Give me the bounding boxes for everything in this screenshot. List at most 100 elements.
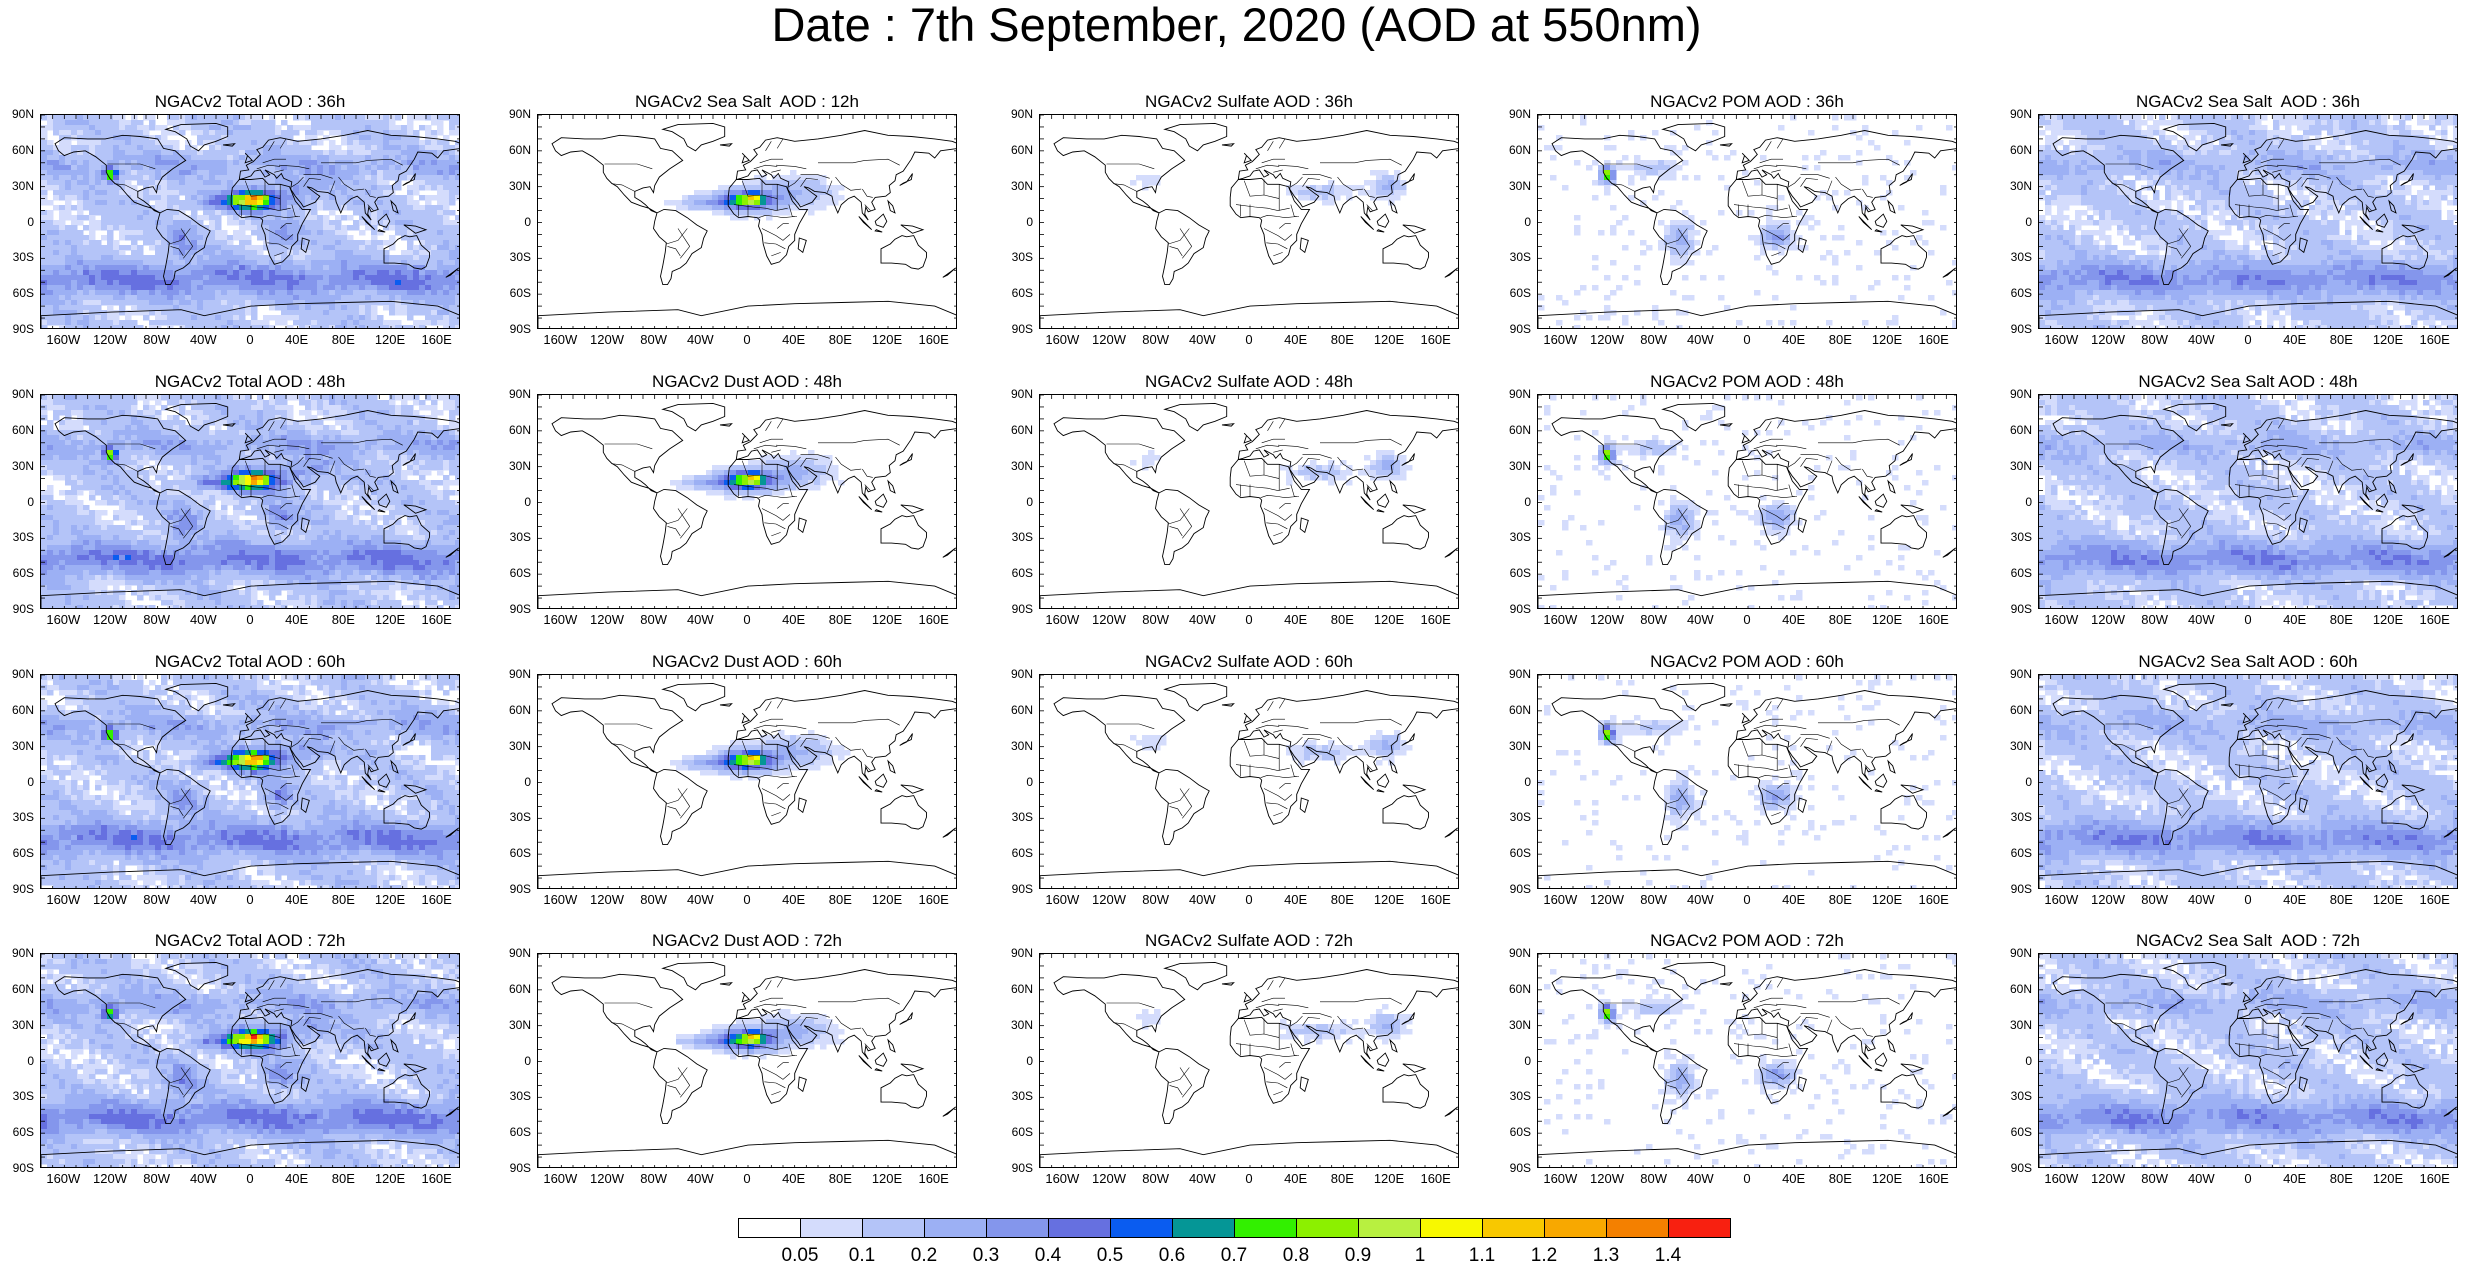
latitude-label: 60N — [0, 424, 34, 436]
longitude-label: 40W — [178, 893, 228, 907]
longitude-label: 80E — [1317, 613, 1367, 627]
latitude-label: 90N — [999, 947, 1033, 959]
latitude-label: 90S — [1998, 603, 2032, 615]
longitude-label: 160W — [2036, 1172, 2086, 1186]
longitude-label: 160E — [2410, 1172, 2460, 1186]
longitude-label: 40E — [272, 613, 322, 627]
latitude-label: 60S — [1998, 847, 2032, 859]
longitude-label: 40W — [2176, 1172, 2226, 1186]
colorbar-label: 1.3 — [1581, 1246, 1631, 1266]
coastline-layer — [1040, 403, 1459, 609]
latitude-label: 90N — [999, 108, 1033, 120]
latitude-label: 30S — [497, 811, 531, 823]
colorbar-label: 1.4 — [1643, 1246, 1693, 1266]
latitude-label: 60S — [0, 567, 34, 579]
latitude-label: 30S — [0, 251, 34, 263]
latitude-label: 30N — [497, 180, 531, 192]
longitude-label: 160W — [535, 333, 585, 347]
latitude-label: 30S — [999, 811, 1033, 823]
latitude-label: 30N — [0, 180, 34, 192]
longitude-label: 80W — [2130, 893, 2180, 907]
latitude-label: 60S — [999, 847, 1033, 859]
latitude-label: 0 — [999, 216, 1033, 228]
longitude-label: 80E — [2316, 333, 2366, 347]
latitude-label: 60N — [497, 144, 531, 156]
colorbar-label: 1.2 — [1519, 1246, 1569, 1266]
latitude-label: 90S — [1998, 323, 2032, 335]
latitude-label: 60S — [497, 847, 531, 859]
longitude-label: 160W — [38, 1172, 88, 1186]
latitude-label: 60N — [1998, 704, 2032, 716]
latitude-label: 30N — [1998, 1019, 2032, 1031]
longitude-label: 160E — [412, 1172, 462, 1186]
longitude-label: 0 — [722, 1172, 772, 1186]
latitude-label: 90N — [0, 668, 34, 680]
longitude-label: 40E — [1769, 893, 1819, 907]
colorbar-swatch — [1172, 1218, 1235, 1238]
longitude-label: 80W — [1131, 613, 1181, 627]
latitude-label: 0 — [1497, 776, 1531, 788]
longitude-label: 160W — [1535, 893, 1585, 907]
colorbar-label: 0.05 — [775, 1246, 825, 1266]
longitude-label: 80E — [815, 1172, 865, 1186]
longitude-label: 40E — [1271, 613, 1321, 627]
panel-title: NGACv2 Dust AOD : 60h — [537, 652, 957, 672]
longitude-label: 0 — [1224, 333, 1274, 347]
latitude-label: 60N — [999, 144, 1033, 156]
longitude-label: 40E — [272, 893, 322, 907]
longitude-label: 80W — [1629, 893, 1679, 907]
longitude-label: 80W — [1131, 1172, 1181, 1186]
longitude-label: 120W — [1084, 893, 1134, 907]
latitude-label: 30N — [0, 740, 34, 752]
colorbar-swatch — [1606, 1218, 1669, 1238]
latitude-label: 60S — [0, 847, 34, 859]
longitude-label: 0 — [1224, 893, 1274, 907]
world-map — [1039, 114, 1459, 329]
longitude-label: 40W — [1675, 613, 1725, 627]
latitude-label: 90S — [0, 323, 34, 335]
longitude-label: 40W — [675, 613, 725, 627]
latitude-label: 30S — [1998, 251, 2032, 263]
panel-title: NGACv2 Dust AOD : 72h — [537, 931, 957, 951]
longitude-label: 120W — [1582, 333, 1632, 347]
longitude-label: 160W — [1037, 333, 1087, 347]
longitude-label: 40W — [1177, 1172, 1227, 1186]
latitude-label: 0 — [0, 216, 34, 228]
longitude-label: 80E — [1815, 613, 1865, 627]
longitude-label: 40W — [1177, 333, 1227, 347]
longitude-label: 120E — [2363, 333, 2413, 347]
longitude-label: 80W — [2130, 333, 2180, 347]
longitude-label: 40W — [675, 1172, 725, 1186]
longitude-label: 80E — [1815, 333, 1865, 347]
panel-title: NGACv2 Sea Salt AOD : 36h — [2038, 92, 2458, 112]
world-map — [537, 394, 957, 609]
world-map — [537, 674, 957, 889]
world-map — [2038, 953, 2458, 1168]
latitude-label: 30S — [1497, 1090, 1531, 1102]
longitude-label: 120W — [1084, 333, 1134, 347]
longitude-label: 80W — [1131, 893, 1181, 907]
panel-title: NGACv2 Total AOD : 72h — [40, 931, 460, 951]
latitude-label: 0 — [497, 216, 531, 228]
latitude-label: 90N — [1998, 947, 2032, 959]
colorbar-label: 0.1 — [837, 1246, 887, 1266]
latitude-label: 0 — [1497, 1055, 1531, 1067]
longitude-label: 40W — [1177, 613, 1227, 627]
panel-title: NGACv2 Sea Salt AOD : 60h — [2038, 652, 2458, 672]
longitude-label: 40E — [1769, 333, 1819, 347]
world-map — [1039, 674, 1459, 889]
world-map — [2038, 394, 2458, 609]
latitude-label: 90N — [497, 388, 531, 400]
longitude-label: 120E — [1862, 1172, 1912, 1186]
world-map — [40, 114, 460, 329]
colorbar-swatch — [924, 1218, 987, 1238]
longitude-label: 120W — [582, 893, 632, 907]
longitude-label: 120W — [2083, 893, 2133, 907]
world-map — [1537, 394, 1957, 609]
